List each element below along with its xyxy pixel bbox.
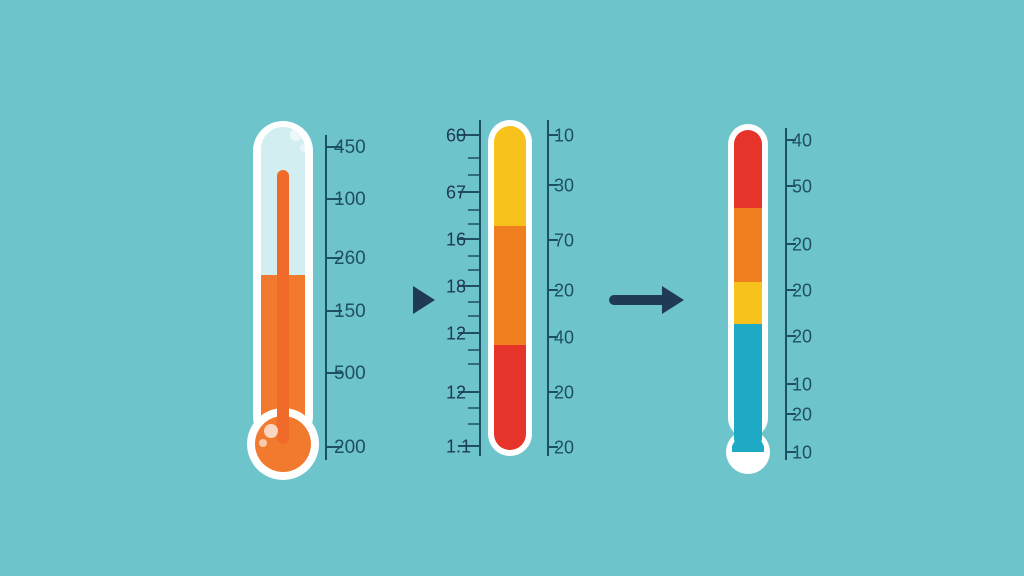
thermo2-left-label-5: 12 [446,383,466,404]
svg-canvas [0,0,1024,576]
thermo2-right-label-2: 70 [554,231,574,252]
thermo3-scale-label-0: 40 [792,131,812,152]
arrow-right-icon [614,286,684,314]
thermo2-right-label-5: 20 [554,383,574,404]
thermometer-infographic: 450 100 260 150 500 200 60 67 16 18 12 12 1.1 10 30 70 2… [0,0,1024,576]
thermo2-right-label-0: 10 [554,126,574,147]
thermo3-scale-label-2: 20 [792,235,812,256]
thermometer-3 [726,124,770,474]
thermo2-left-label-0: 60 [446,126,466,147]
thermometer-2 [488,120,532,456]
thermo1-scale-label-2: 260 [334,248,366,270]
thermo3-scale-label-7: 10 [792,443,812,464]
thermo2-right-label-4: 40 [554,328,574,349]
thermo3-scale-label-6: 20 [792,405,812,426]
thermo2-left-label-6: 1.1 [446,437,471,458]
thermo3-scale-label-5: 10 [792,375,812,396]
thermo2-left-label-4: 12 [446,324,466,345]
thermo1-scale-label-1: 100 [334,189,366,211]
thermo2-right-label-6: 20 [554,438,574,459]
thermometer-1 [247,121,319,480]
thermo2-left-label-1: 67 [446,183,466,204]
thermo1-scale-label-3: 150 [334,301,366,323]
thermo1-scale-label-5: 200 [334,437,366,459]
thermo1-scale-label-4: 500 [334,363,366,385]
thermo3-scale-label-4: 20 [792,327,812,348]
thermo2-left-label-3: 18 [446,277,466,298]
thermo2-right-label-3: 20 [554,281,574,302]
thermo3-scale-label-1: 50 [792,177,812,198]
thermo2-left-label-2: 16 [446,230,466,251]
arrow-chevron-icon [413,286,435,314]
thermo2-right-label-1: 30 [554,176,574,197]
thermo3-scale-label-3: 20 [792,281,812,302]
thermo1-scale-label-0: 450 [334,137,366,159]
